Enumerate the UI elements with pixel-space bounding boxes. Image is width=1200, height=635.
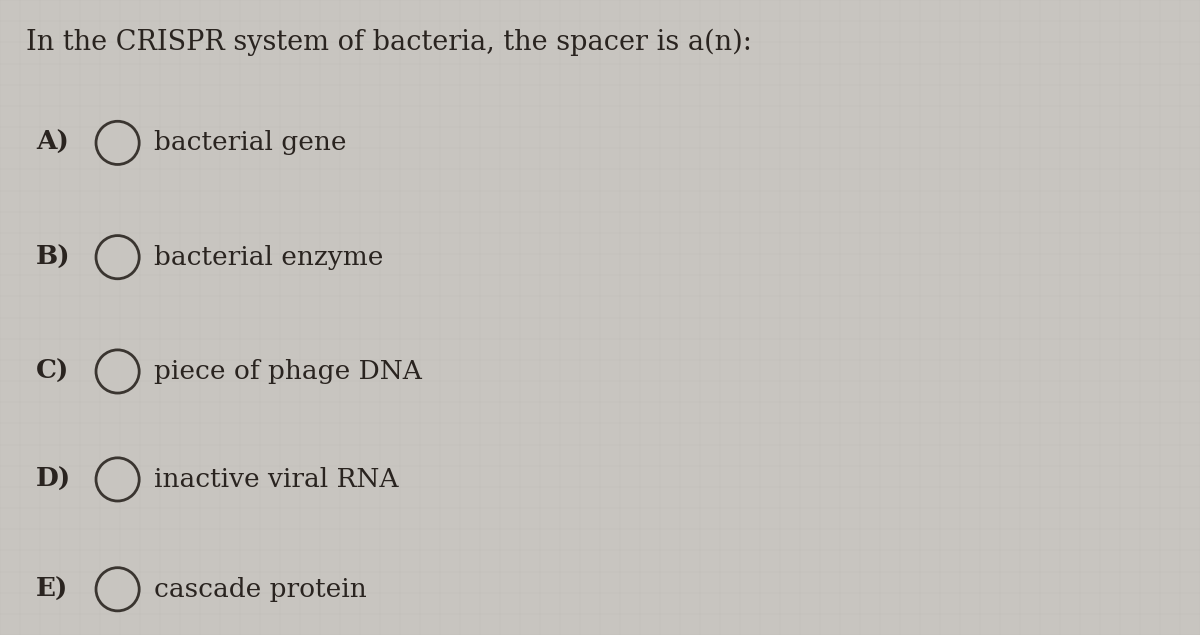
Ellipse shape [96, 121, 139, 164]
Ellipse shape [96, 236, 139, 279]
Ellipse shape [96, 458, 139, 501]
Text: A): A) [36, 130, 68, 156]
Text: C): C) [36, 359, 70, 384]
Text: D): D) [36, 467, 71, 492]
Text: B): B) [36, 244, 71, 270]
Text: bacterial gene: bacterial gene [154, 130, 346, 156]
Text: cascade protein: cascade protein [154, 577, 366, 602]
Ellipse shape [96, 568, 139, 611]
Text: In the CRISPR system of bacteria, the spacer is a(n):: In the CRISPR system of bacteria, the sp… [26, 29, 752, 56]
Text: inactive viral RNA: inactive viral RNA [154, 467, 398, 492]
Ellipse shape [96, 350, 139, 393]
Text: bacterial enzyme: bacterial enzyme [154, 244, 383, 270]
Text: E): E) [36, 577, 68, 602]
Text: piece of phage DNA: piece of phage DNA [154, 359, 421, 384]
